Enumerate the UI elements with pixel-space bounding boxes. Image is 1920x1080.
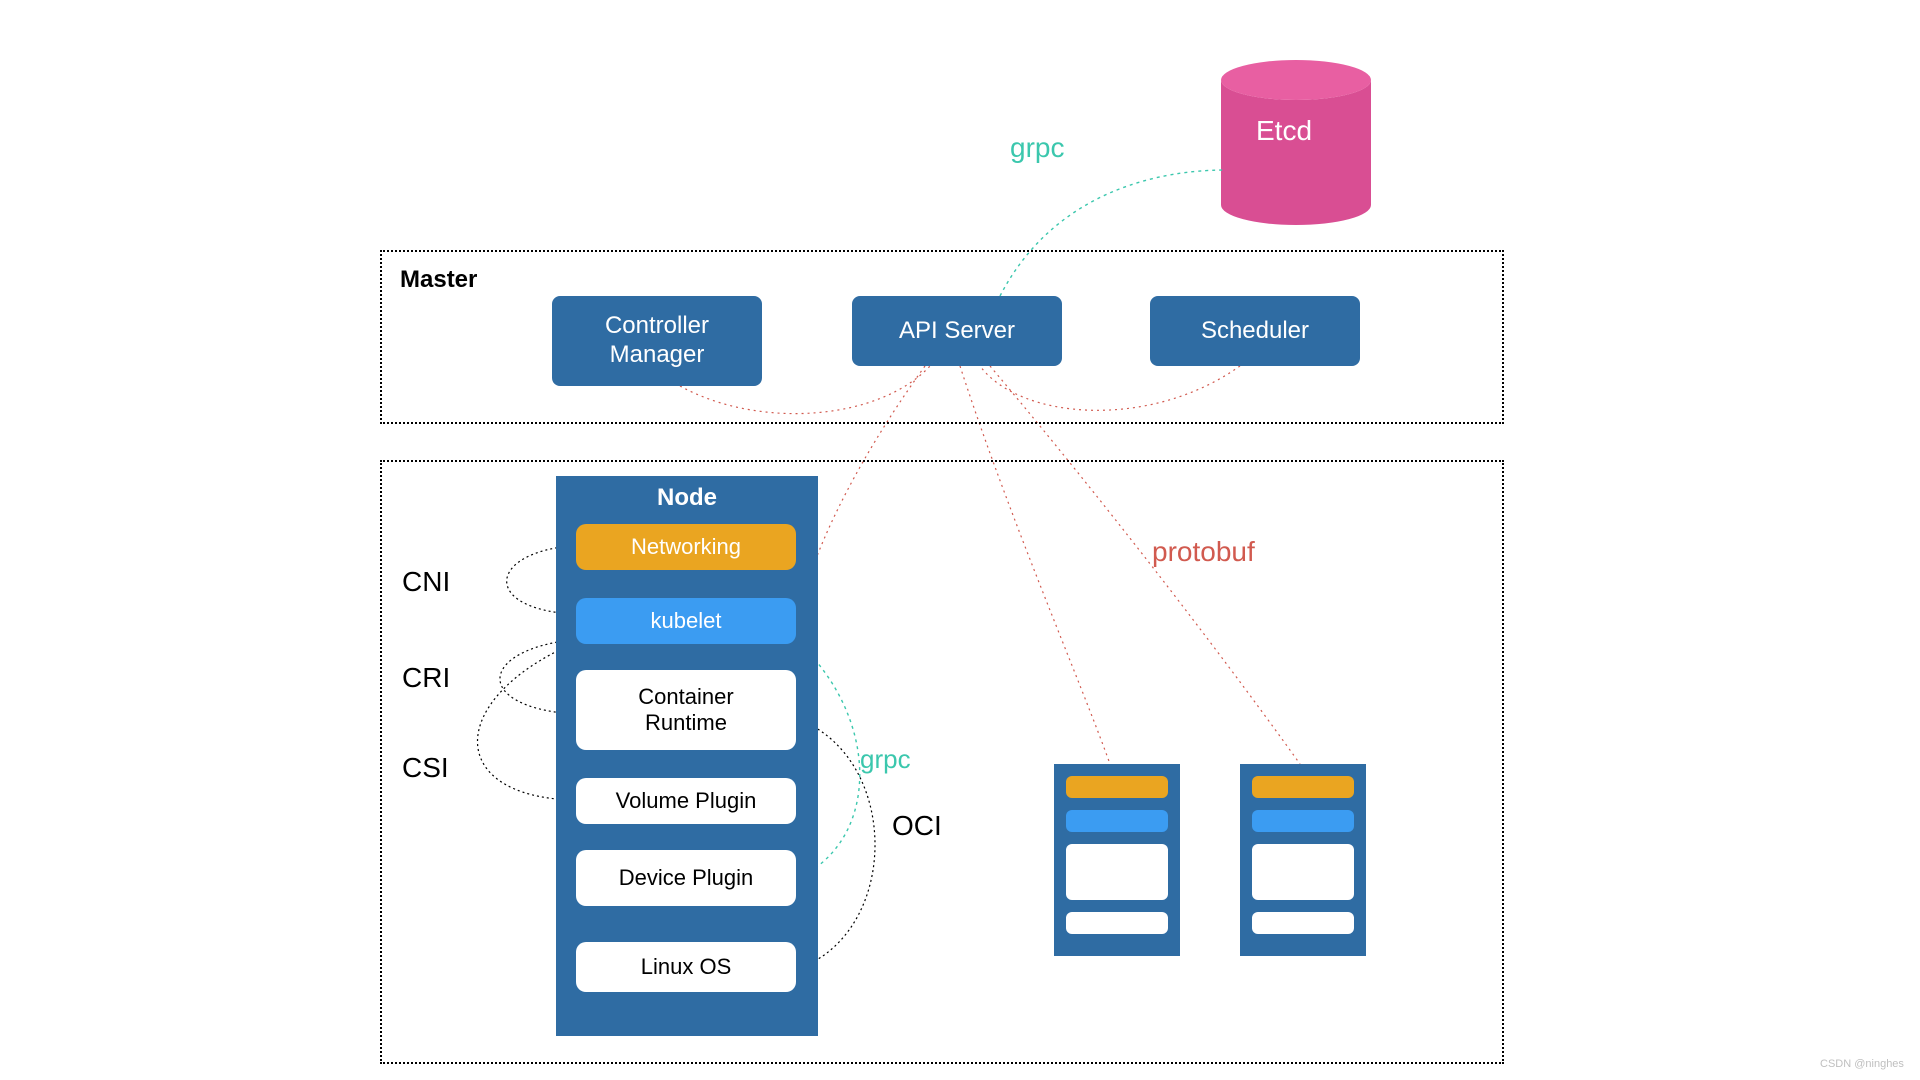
etcd-label: Etcd xyxy=(1256,115,1312,147)
grpc_mid-label: grpc xyxy=(860,744,911,775)
diagram-canvas: Master Node Controller Manager API Server… xyxy=(0,0,1920,1080)
scheduler-box: Scheduler xyxy=(1150,296,1360,366)
grpc_top-label: grpc xyxy=(1010,132,1064,164)
mini-node-1-bar-0 xyxy=(1252,776,1354,798)
device_plugin-box: Device Plugin xyxy=(576,850,796,906)
controller_manager-box: Controller Manager xyxy=(552,296,762,386)
mini-node-0-bar-1 xyxy=(1066,810,1168,832)
cni-label: CNI xyxy=(402,566,450,598)
node-title: Node xyxy=(556,484,818,512)
worker-container xyxy=(380,460,1504,1064)
mini-node-1 xyxy=(1240,764,1366,956)
master-title: Master xyxy=(400,266,477,294)
watermark: CSDN @ninghes xyxy=(1820,1058,1904,1070)
volume_plugin-box: Volume Plugin xyxy=(576,778,796,824)
container_runtime-box: Container Runtime xyxy=(576,670,796,750)
csi-label: CSI xyxy=(402,752,449,784)
mini-node-0-bar-0 xyxy=(1066,776,1168,798)
linux_os-box: Linux OS xyxy=(576,942,796,992)
networking-box: Networking xyxy=(576,524,796,570)
cri-label: CRI xyxy=(402,662,450,694)
mini-node-1-bar-2 xyxy=(1252,844,1354,900)
mini-node-1-bar-3 xyxy=(1252,912,1354,934)
mini-node-1-bar-1 xyxy=(1252,810,1354,832)
oci-label: OCI xyxy=(892,810,942,842)
mini-node-0 xyxy=(1054,764,1180,956)
api_server-box: API Server xyxy=(852,296,1062,366)
kubelet-box: kubelet xyxy=(576,598,796,644)
mini-node-0-bar-3 xyxy=(1066,912,1168,934)
protobuf-label: protobuf xyxy=(1152,536,1255,568)
mini-node-0-bar-2 xyxy=(1066,844,1168,900)
